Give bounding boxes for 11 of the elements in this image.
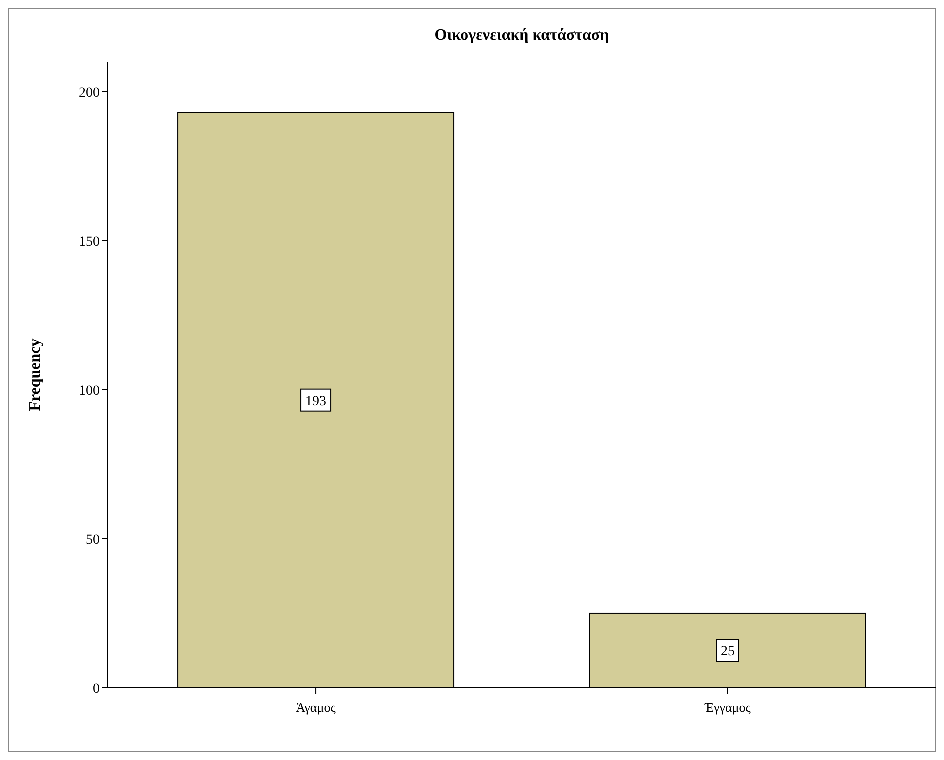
data-label: 25 — [720, 644, 735, 660]
x-tick-label: Έγγαμος — [704, 700, 752, 715]
chart-title: Οικογενειακή κατάσταση — [434, 27, 610, 44]
y-axis-title: Frequency — [27, 338, 44, 412]
y-tick-label: 0 — [93, 682, 100, 697]
x-tick-label: Άγαμος — [296, 700, 337, 715]
y-tick-label: 200 — [79, 86, 100, 101]
y-tick-label: 100 — [79, 384, 100, 399]
y-tick-label: 150 — [79, 234, 100, 250]
data-label: 193 — [306, 394, 327, 410]
y-tick-label: 50 — [86, 532, 100, 548]
